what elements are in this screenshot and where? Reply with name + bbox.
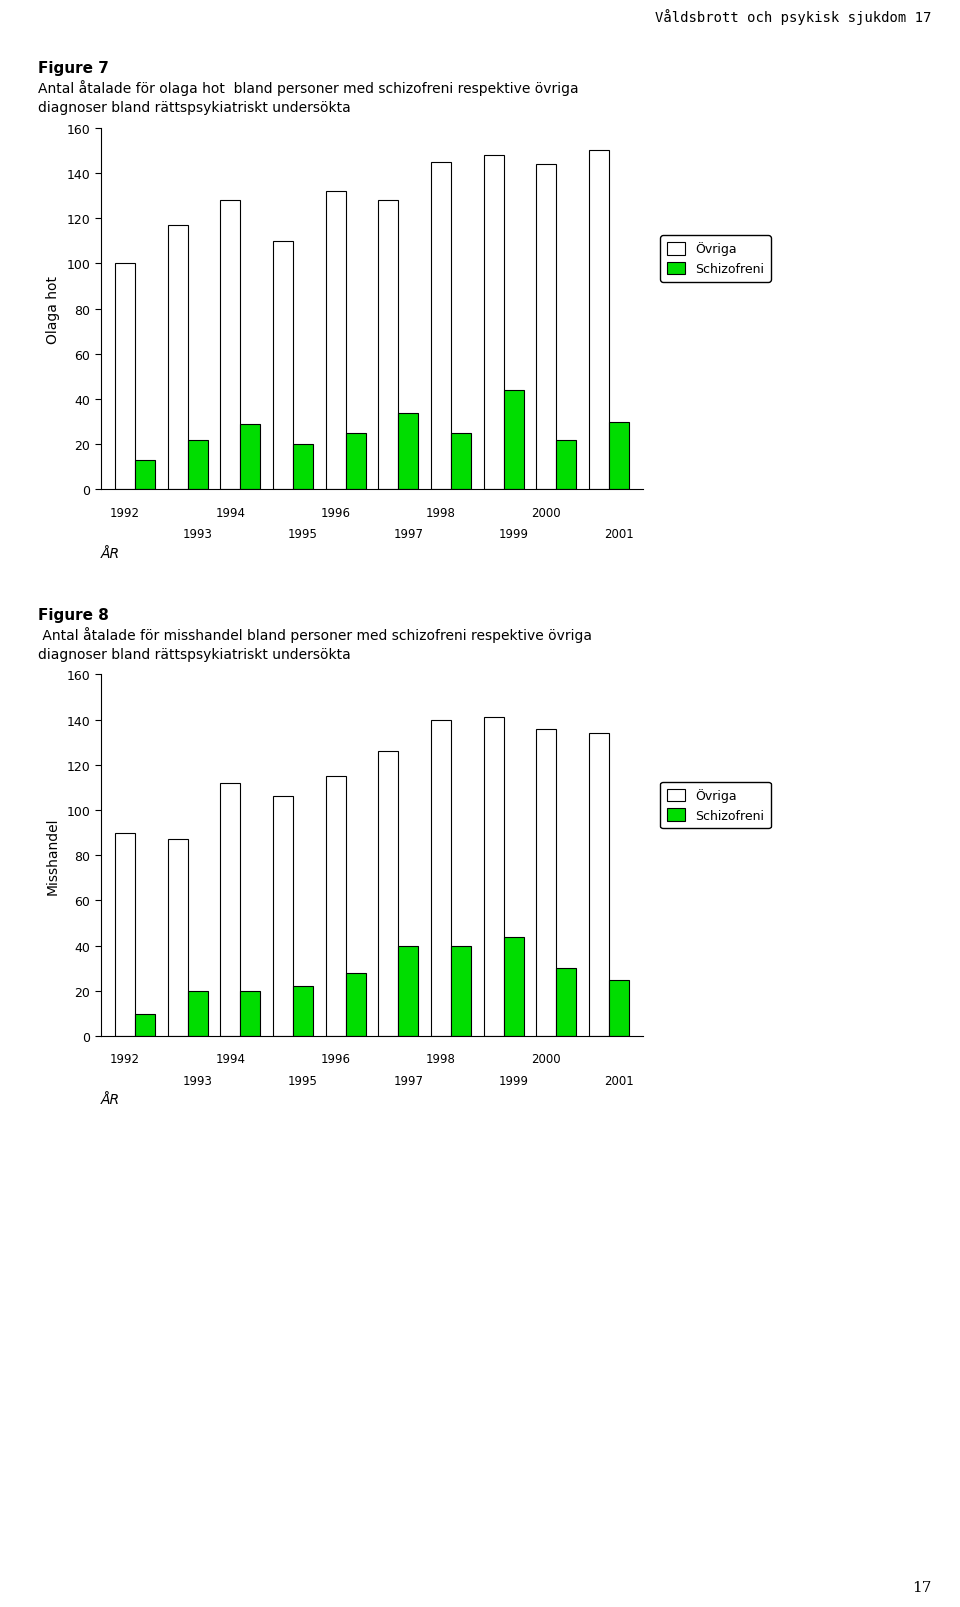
Text: 1992: 1992 <box>110 1053 140 1065</box>
Text: 1997: 1997 <box>394 1075 423 1088</box>
Text: ÅR: ÅR <box>101 1093 120 1107</box>
Bar <box>240 424 260 490</box>
Text: 1993: 1993 <box>182 1075 212 1088</box>
Bar <box>504 937 523 1037</box>
Text: 1995: 1995 <box>288 529 318 542</box>
Legend: Övriga, Schizofreni: Övriga, Schizofreni <box>660 236 771 283</box>
Bar <box>325 776 346 1037</box>
Legend: Övriga, Schizofreni: Övriga, Schizofreni <box>660 783 771 829</box>
Bar <box>135 461 155 490</box>
Bar <box>484 718 504 1037</box>
Bar <box>589 734 609 1037</box>
Text: Antal åtalade för misshandel bland personer med schizofreni respektive övriga: Antal åtalade för misshandel bland perso… <box>38 627 592 643</box>
Bar <box>609 980 629 1037</box>
Bar <box>346 974 366 1037</box>
Bar <box>346 434 366 490</box>
Bar <box>378 201 398 490</box>
Bar <box>589 151 609 490</box>
Bar <box>188 440 207 490</box>
Text: 2000: 2000 <box>532 506 561 519</box>
Text: 17: 17 <box>912 1580 931 1594</box>
Bar <box>504 391 523 490</box>
Bar <box>537 730 556 1037</box>
Bar <box>240 992 260 1037</box>
Bar <box>221 784 240 1037</box>
Bar <box>168 840 188 1037</box>
Text: 1996: 1996 <box>321 506 350 519</box>
Bar <box>431 720 451 1037</box>
Bar <box>325 191 346 490</box>
Bar <box>484 156 504 490</box>
Y-axis label: Misshandel: Misshandel <box>45 816 60 895</box>
Bar <box>115 264 135 490</box>
Text: 1994: 1994 <box>215 1053 246 1065</box>
Bar <box>293 987 313 1037</box>
Bar <box>135 1014 155 1037</box>
Bar <box>273 797 293 1037</box>
Bar <box>556 440 576 490</box>
Bar <box>609 423 629 490</box>
Text: 2001: 2001 <box>604 1075 634 1088</box>
Y-axis label: Olaga hot: Olaga hot <box>45 275 60 344</box>
Text: 1993: 1993 <box>182 529 212 542</box>
Text: diagnoser bland rättspsykiatriskt undersökta: diagnoser bland rättspsykiatriskt unders… <box>38 648 351 662</box>
Text: 2001: 2001 <box>604 529 634 542</box>
Bar <box>431 162 451 490</box>
Text: 2000: 2000 <box>532 1053 561 1065</box>
Text: diagnoser bland rättspsykiatriskt undersökta: diagnoser bland rättspsykiatriskt unders… <box>38 101 351 116</box>
Text: 1992: 1992 <box>110 506 140 519</box>
Text: 1998: 1998 <box>426 1053 456 1065</box>
Text: 1997: 1997 <box>394 529 423 542</box>
Text: Antal åtalade för olaga hot  bland personer med schizofreni respektive övriga: Antal åtalade för olaga hot bland person… <box>38 80 579 96</box>
Bar <box>378 752 398 1037</box>
Text: Figure 8: Figure 8 <box>38 607 109 622</box>
Bar <box>451 947 471 1037</box>
Bar <box>537 164 556 490</box>
Bar <box>556 969 576 1037</box>
Bar <box>273 241 293 490</box>
Bar <box>188 992 207 1037</box>
Text: 1999: 1999 <box>498 1075 529 1088</box>
Bar <box>398 413 419 490</box>
Bar <box>293 445 313 490</box>
Text: 1998: 1998 <box>426 506 456 519</box>
Bar <box>115 832 135 1037</box>
Text: 1996: 1996 <box>321 1053 350 1065</box>
Bar <box>451 434 471 490</box>
Bar <box>221 201 240 490</box>
Text: 1994: 1994 <box>215 506 246 519</box>
Text: 1999: 1999 <box>498 529 529 542</box>
Text: ÅR: ÅR <box>101 546 120 561</box>
Text: Våldsbrott och psykisk sjukdom 17: Våldsbrott och psykisk sjukdom 17 <box>655 8 931 24</box>
Text: 1995: 1995 <box>288 1075 318 1088</box>
Bar <box>398 947 419 1037</box>
Text: Figure 7: Figure 7 <box>38 61 109 76</box>
Bar <box>168 225 188 490</box>
